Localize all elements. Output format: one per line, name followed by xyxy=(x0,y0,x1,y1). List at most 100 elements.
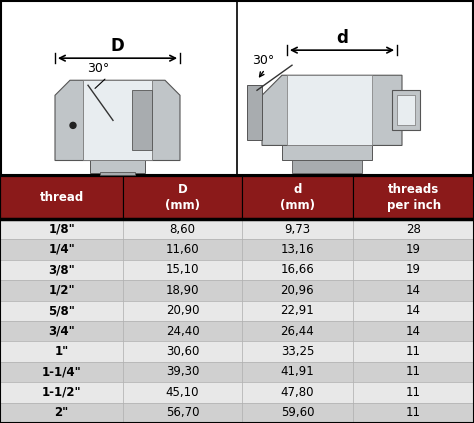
Bar xyxy=(353,321,474,341)
Bar xyxy=(353,300,474,321)
Bar xyxy=(242,362,353,382)
Text: 20,96: 20,96 xyxy=(281,284,314,297)
Bar xyxy=(0,362,123,382)
Bar xyxy=(282,146,372,160)
Bar xyxy=(123,260,242,280)
Bar xyxy=(0,280,123,300)
Bar xyxy=(0,260,123,280)
Bar xyxy=(353,362,474,382)
Text: 3/8": 3/8" xyxy=(48,264,75,276)
Text: 19: 19 xyxy=(406,243,421,256)
Bar xyxy=(353,403,474,423)
Bar xyxy=(242,300,353,321)
Text: D
(mm): D (mm) xyxy=(165,183,200,212)
Text: 1/8": 1/8" xyxy=(48,222,75,236)
Bar xyxy=(242,280,353,300)
Text: 30°: 30° xyxy=(252,54,274,67)
Text: 20,90: 20,90 xyxy=(166,304,199,317)
Bar xyxy=(353,176,474,219)
Bar xyxy=(123,321,242,341)
Bar xyxy=(242,260,353,280)
Bar xyxy=(353,260,474,280)
Text: d
(mm): d (mm) xyxy=(280,183,315,212)
Bar xyxy=(287,75,372,146)
Text: 16,66: 16,66 xyxy=(281,264,314,276)
Text: 15,10: 15,10 xyxy=(166,264,199,276)
Bar xyxy=(242,382,353,403)
Bar xyxy=(123,280,242,300)
Bar xyxy=(247,85,262,140)
Circle shape xyxy=(70,122,76,129)
Text: 13,16: 13,16 xyxy=(281,243,314,256)
Polygon shape xyxy=(262,75,402,146)
Bar xyxy=(0,382,123,403)
Bar xyxy=(123,300,242,321)
Text: 5/8": 5/8" xyxy=(48,304,75,317)
Text: 14: 14 xyxy=(406,284,421,297)
Text: 59,60: 59,60 xyxy=(281,407,314,419)
Bar xyxy=(242,403,353,423)
Bar xyxy=(0,239,123,260)
Text: 18,90: 18,90 xyxy=(166,284,199,297)
Text: 2": 2" xyxy=(55,407,69,419)
Polygon shape xyxy=(55,80,180,160)
Bar xyxy=(242,239,353,260)
Text: 39,30: 39,30 xyxy=(166,365,199,379)
Text: 11,60: 11,60 xyxy=(166,243,199,256)
Bar xyxy=(123,382,242,403)
Bar xyxy=(132,90,152,151)
Text: 41,91: 41,91 xyxy=(281,365,314,379)
Bar xyxy=(0,176,123,219)
Text: 19: 19 xyxy=(406,264,421,276)
Text: 11: 11 xyxy=(406,365,421,379)
Bar xyxy=(242,321,353,341)
Bar xyxy=(123,362,242,382)
Bar xyxy=(292,160,362,173)
Text: 1": 1" xyxy=(55,345,69,358)
Bar xyxy=(0,341,123,362)
Text: 9,73: 9,73 xyxy=(284,222,310,236)
Text: 56,70: 56,70 xyxy=(166,407,199,419)
Bar xyxy=(123,341,242,362)
Bar xyxy=(123,403,242,423)
Text: 11: 11 xyxy=(406,386,421,399)
Text: threads
per inch: threads per inch xyxy=(386,183,441,212)
Bar xyxy=(397,95,415,125)
Text: thread: thread xyxy=(39,191,84,204)
Text: 14: 14 xyxy=(406,324,421,338)
Text: 3/4": 3/4" xyxy=(48,324,75,338)
Bar xyxy=(123,176,242,219)
Text: 33,25: 33,25 xyxy=(281,345,314,358)
Bar xyxy=(0,219,123,239)
Bar xyxy=(353,219,474,239)
Bar xyxy=(0,403,123,423)
Text: 22,91: 22,91 xyxy=(281,304,314,317)
Text: 28: 28 xyxy=(406,222,421,236)
Text: 11: 11 xyxy=(406,407,421,419)
Text: d: d xyxy=(336,29,348,47)
Bar xyxy=(90,160,145,173)
Text: D: D xyxy=(110,37,124,55)
Bar xyxy=(123,239,242,260)
Text: 30,60: 30,60 xyxy=(166,345,199,358)
Bar xyxy=(353,280,474,300)
Bar xyxy=(353,239,474,260)
Text: 47,80: 47,80 xyxy=(281,386,314,399)
Text: 1-1/4": 1-1/4" xyxy=(42,365,82,379)
Bar xyxy=(123,219,242,239)
Bar xyxy=(83,80,152,160)
Text: 45,10: 45,10 xyxy=(166,386,199,399)
Text: 14: 14 xyxy=(406,304,421,317)
Bar xyxy=(0,300,123,321)
Text: 11: 11 xyxy=(406,345,421,358)
Text: 1/4": 1/4" xyxy=(48,243,75,256)
Text: 30°: 30° xyxy=(87,62,109,75)
Text: 8,60: 8,60 xyxy=(170,222,195,236)
Bar xyxy=(0,321,123,341)
Text: 26,44: 26,44 xyxy=(281,324,314,338)
Text: 24,40: 24,40 xyxy=(166,324,199,338)
Bar xyxy=(242,341,353,362)
Bar xyxy=(353,382,474,403)
Text: 1-1/2": 1-1/2" xyxy=(42,386,82,399)
Bar xyxy=(353,341,474,362)
